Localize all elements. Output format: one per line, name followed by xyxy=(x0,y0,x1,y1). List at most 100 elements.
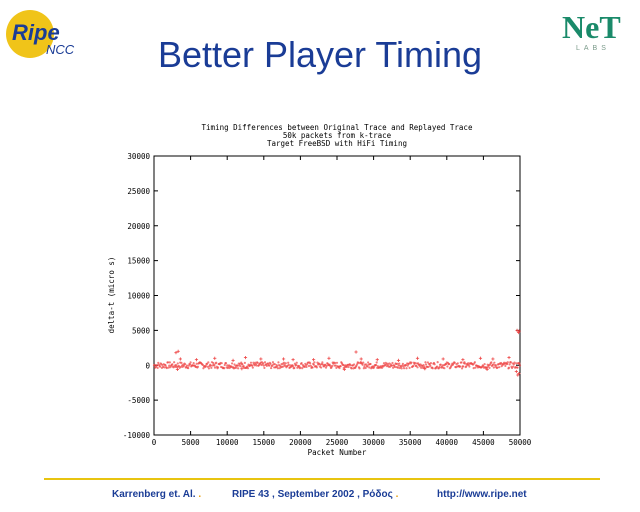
data-point xyxy=(165,366,168,370)
data-point xyxy=(209,364,212,367)
data-point xyxy=(303,365,306,369)
data-point xyxy=(485,366,489,369)
data-point xyxy=(251,366,254,369)
data-point xyxy=(305,365,308,369)
slide-title: Better Player Timing xyxy=(157,34,483,75)
data-point xyxy=(223,367,226,370)
data-point xyxy=(397,364,400,367)
data-point xyxy=(167,366,170,369)
data-point xyxy=(335,361,339,364)
x-tick-label: 5000 xyxy=(182,438,201,447)
data-point xyxy=(329,364,332,368)
data-point xyxy=(436,361,439,364)
data-point xyxy=(338,366,341,370)
data-point-outlier xyxy=(243,355,248,360)
data-point xyxy=(443,367,446,370)
data-point xyxy=(363,365,366,368)
data-point xyxy=(331,364,334,368)
data-point xyxy=(334,361,337,365)
data-point xyxy=(413,361,417,365)
footer-dot: . xyxy=(395,489,399,500)
data-point xyxy=(386,362,389,365)
data-point-outlier xyxy=(514,369,518,374)
data-point xyxy=(347,365,350,369)
y-tick-label: -5000 xyxy=(127,396,150,405)
data-point-outlier xyxy=(491,357,495,361)
footer-event-text: RIPE 43 , September 2002 , Ρόδος xyxy=(232,489,393,500)
data-point xyxy=(362,361,365,364)
data-point xyxy=(187,364,190,367)
data-point xyxy=(187,366,190,370)
data-point xyxy=(295,363,298,367)
data-point xyxy=(189,361,192,364)
data-point xyxy=(156,366,159,369)
data-point xyxy=(237,367,240,370)
data-point xyxy=(273,363,276,366)
x-tick-label: 35000 xyxy=(399,438,422,447)
data-point xyxy=(270,366,273,370)
data-point xyxy=(446,365,449,368)
data-point xyxy=(374,363,378,367)
data-point xyxy=(179,365,182,368)
data-point xyxy=(345,365,348,368)
data-point xyxy=(241,363,244,366)
data-point xyxy=(299,366,302,369)
data-point xyxy=(403,367,406,370)
data-point-outlier xyxy=(375,358,379,362)
data-point xyxy=(282,365,285,368)
y-tick-label: 5000 xyxy=(132,326,151,335)
data-point xyxy=(157,361,160,364)
data-point-outlier xyxy=(194,358,199,362)
data-point xyxy=(429,362,433,365)
data-point xyxy=(153,363,156,366)
data-point xyxy=(320,366,323,369)
data-point xyxy=(242,365,245,368)
net-labs-logo: NeT LABS xyxy=(562,9,621,52)
data-point xyxy=(168,361,171,364)
data-point xyxy=(416,366,419,369)
data-point-outlier xyxy=(461,358,465,362)
data-point-outlier xyxy=(176,349,180,353)
data-point xyxy=(418,365,422,368)
data-point xyxy=(393,365,397,369)
data-point xyxy=(195,362,198,365)
data-point xyxy=(483,362,486,366)
y-tick-label: 10000 xyxy=(127,292,150,301)
data-point xyxy=(512,365,515,368)
data-point xyxy=(490,361,493,364)
y-tick-label: 20000 xyxy=(127,222,150,231)
data-point xyxy=(163,366,166,369)
data-point xyxy=(171,363,174,366)
data-point xyxy=(224,361,228,365)
footer-authors-text: Karrenberg et. Al. xyxy=(112,489,196,500)
data-point xyxy=(184,363,187,366)
data-point-outlier xyxy=(178,357,182,361)
data-point-outlier xyxy=(231,358,235,362)
y-tick-label: -10000 xyxy=(123,431,151,440)
data-point xyxy=(498,366,501,369)
labs-logo-text: LABS xyxy=(576,45,610,52)
data-point xyxy=(460,367,464,370)
data-point xyxy=(295,361,298,364)
data-point xyxy=(468,365,471,368)
x-tick-label: 25000 xyxy=(326,438,349,447)
data-point xyxy=(401,362,404,365)
data-point-outlier xyxy=(423,367,427,371)
data-point xyxy=(246,367,250,370)
data-point xyxy=(464,362,467,365)
data-point xyxy=(508,363,511,366)
y-tick-label: 30000 xyxy=(127,152,150,161)
data-point xyxy=(311,366,314,369)
data-point xyxy=(420,366,423,369)
data-point xyxy=(350,367,353,370)
data-point xyxy=(284,362,287,365)
data-point xyxy=(235,366,238,369)
data-point xyxy=(173,361,176,364)
data-point xyxy=(223,363,226,367)
data-point-outlier xyxy=(415,356,420,360)
data-point xyxy=(256,361,259,364)
data-point xyxy=(176,362,179,365)
data-point xyxy=(392,366,395,369)
data-point xyxy=(507,366,511,369)
data-point xyxy=(182,364,185,367)
